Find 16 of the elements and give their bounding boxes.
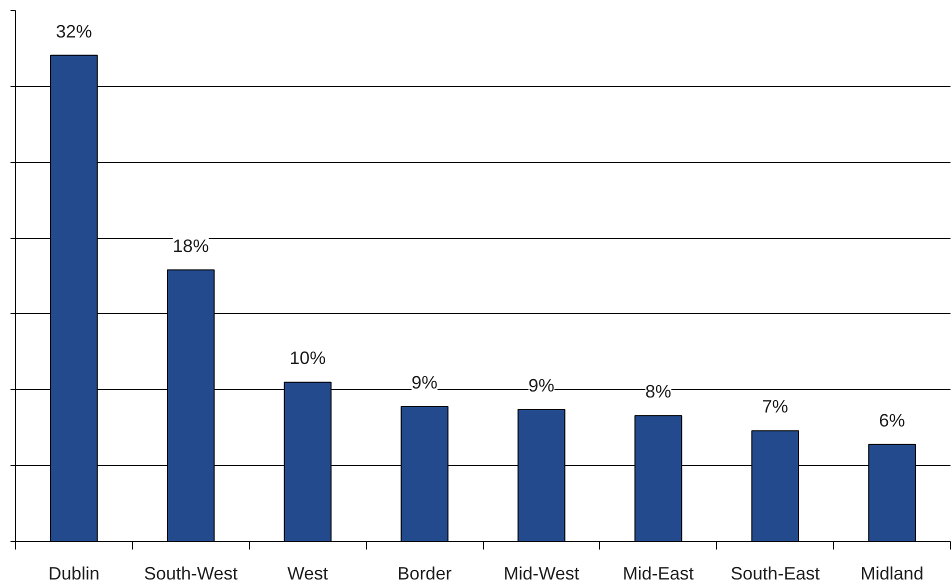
data-label: 10% [290,348,326,368]
x-tick-label: Midland [860,564,924,584]
data-label: 32% [56,21,92,42]
data-label: 6% [879,410,906,430]
x-tick-label: Mid-East [622,564,694,584]
data-label: 8% [645,382,672,402]
x-tick-label: West [287,564,328,584]
data-label: 9% [412,372,438,392]
data-label: 7% [762,396,788,417]
data-label: 18% [172,236,209,256]
x-tick-label: Border [398,564,452,584]
x-tick-label: South-East [730,564,820,584]
x-tick-label: Dublin [48,564,100,584]
data-label: 9% [528,376,554,396]
x-tick-label: Mid-West [504,564,580,584]
x-tick-label: South-West [144,564,238,584]
